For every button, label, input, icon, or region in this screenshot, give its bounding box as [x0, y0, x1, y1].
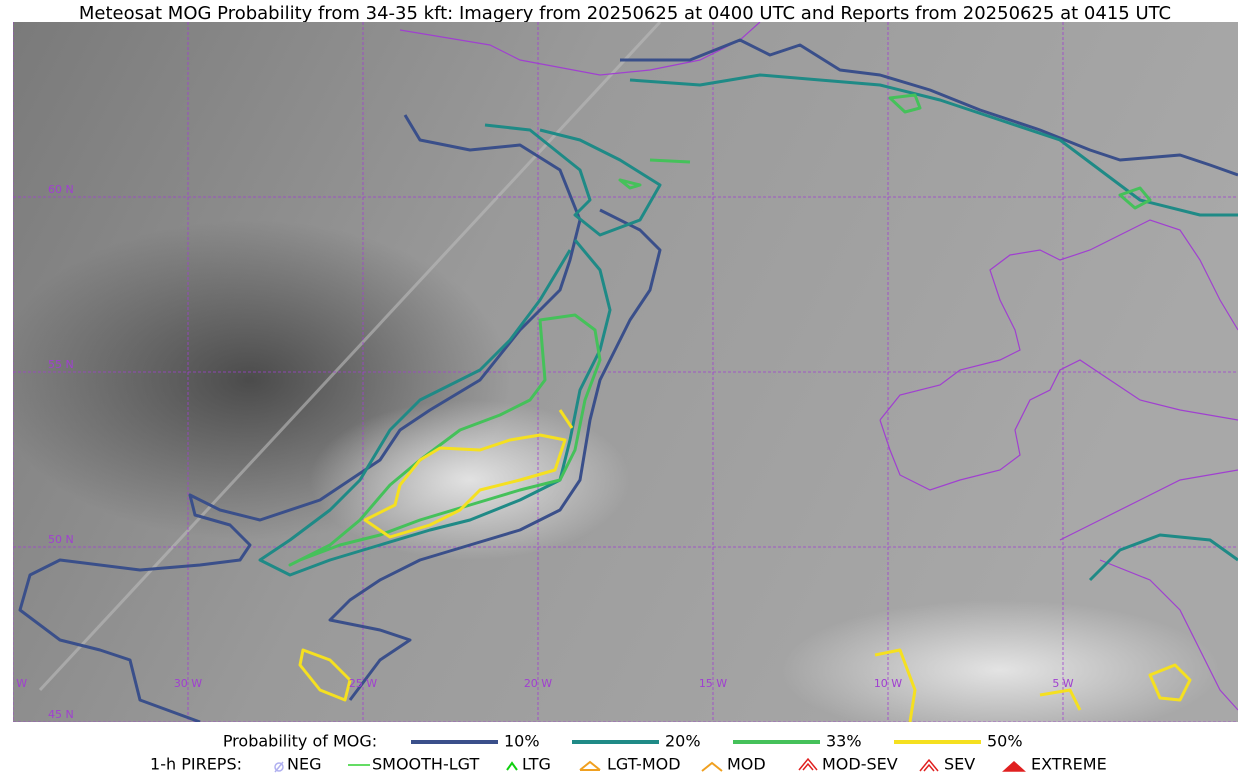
pirep-label: LTG [522, 755, 551, 774]
pirep-label: LGT-MOD [607, 755, 681, 774]
lon-label: 15 W [699, 677, 727, 690]
lon-label: 25 W [349, 677, 377, 690]
pirep-label: EXTREME [1031, 755, 1107, 774]
lon-label: 20 W [524, 677, 552, 690]
lat-label: 50 N [48, 533, 74, 546]
lat-label: 60 N [48, 183, 74, 196]
legend-title: 1-h PIREPS: [150, 755, 242, 774]
legend-label: 20% [665, 732, 701, 751]
lon-label: 5 W [1052, 677, 1073, 690]
lon-label: 35 W [0, 677, 27, 690]
pirep-label: SEV [944, 755, 975, 774]
legend-label: 50% [987, 732, 1023, 751]
lat-label: 45 N [48, 708, 74, 721]
pirep-icons [274, 757, 1026, 773]
legend: Probability of MOG: 1-h PIREPS: NEG SMOO… [150, 732, 1107, 774]
lat-label: 55 N [48, 358, 74, 371]
lon-label: 10 W [874, 677, 902, 690]
map: 370 60 N 55 N 50 N 45 N 35 W 30 W 25 W 20 W 15 W… [0, 22, 1238, 739]
legend-title: Probability of MOG: [223, 732, 377, 751]
title: Meteosat MOG Probability from 34-35 kft:… [79, 3, 1171, 24]
pirep-label: SMOOTH-LGT [372, 755, 479, 774]
pirep-label: NEG [287, 755, 321, 774]
pirep-label: MOD-SEV [822, 755, 898, 774]
lon-label: 30 W [174, 677, 202, 690]
pirep-label: MOD [727, 755, 766, 774]
legend-label: 33% [826, 732, 862, 751]
report-label: 370 [1056, 724, 1083, 739]
legend-label: 10% [504, 732, 540, 751]
